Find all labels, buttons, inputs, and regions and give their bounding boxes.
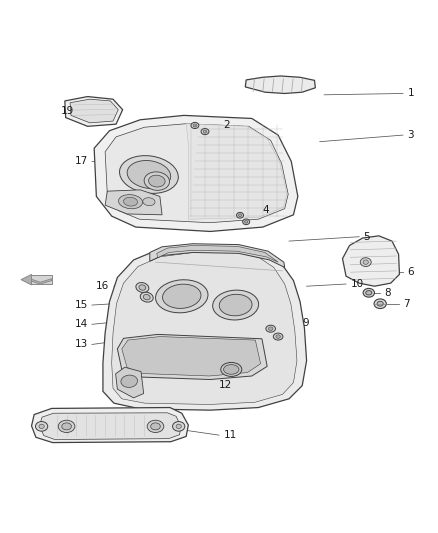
- Polygon shape: [116, 367, 144, 398]
- Ellipse shape: [276, 335, 280, 338]
- Text: 16: 16: [96, 281, 110, 291]
- Ellipse shape: [193, 124, 197, 127]
- Ellipse shape: [39, 424, 44, 429]
- Polygon shape: [32, 408, 188, 442]
- Polygon shape: [21, 274, 32, 285]
- Text: 6: 6: [407, 266, 414, 277]
- Polygon shape: [30, 275, 52, 284]
- Polygon shape: [103, 246, 307, 410]
- Ellipse shape: [237, 213, 244, 218]
- Ellipse shape: [243, 219, 250, 225]
- Ellipse shape: [377, 301, 383, 306]
- Ellipse shape: [363, 260, 368, 264]
- Ellipse shape: [144, 172, 170, 190]
- Polygon shape: [245, 76, 315, 93]
- Ellipse shape: [155, 280, 208, 313]
- Ellipse shape: [374, 299, 386, 309]
- Ellipse shape: [191, 123, 199, 128]
- Ellipse shape: [124, 197, 138, 206]
- Polygon shape: [30, 279, 52, 284]
- Text: 7: 7: [403, 298, 410, 309]
- Polygon shape: [105, 190, 162, 215]
- Polygon shape: [112, 253, 297, 405]
- Text: 5: 5: [364, 232, 370, 242]
- Text: 8: 8: [385, 288, 391, 298]
- Ellipse shape: [360, 258, 371, 266]
- Text: 13: 13: [74, 340, 88, 350]
- Ellipse shape: [176, 424, 181, 429]
- Ellipse shape: [119, 195, 142, 209]
- Ellipse shape: [221, 362, 242, 376]
- Polygon shape: [94, 115, 298, 231]
- Text: 17: 17: [74, 156, 88, 166]
- Text: 1: 1: [407, 88, 414, 99]
- Ellipse shape: [35, 422, 48, 431]
- Ellipse shape: [151, 423, 160, 430]
- Text: 12: 12: [219, 379, 232, 390]
- Ellipse shape: [201, 128, 209, 135]
- Polygon shape: [105, 124, 288, 223]
- Ellipse shape: [162, 284, 201, 309]
- Text: 4: 4: [263, 205, 269, 215]
- Ellipse shape: [219, 294, 252, 316]
- Ellipse shape: [213, 290, 258, 320]
- Text: 3: 3: [407, 130, 414, 140]
- Text: 15: 15: [74, 300, 88, 310]
- Ellipse shape: [140, 292, 153, 302]
- Polygon shape: [157, 246, 278, 262]
- Text: 11: 11: [223, 430, 237, 440]
- Ellipse shape: [147, 420, 164, 432]
- Text: 14: 14: [74, 319, 88, 329]
- Ellipse shape: [121, 375, 138, 387]
- Text: 10: 10: [350, 279, 364, 289]
- Ellipse shape: [366, 290, 372, 295]
- Ellipse shape: [245, 221, 248, 223]
- Polygon shape: [122, 336, 261, 376]
- Polygon shape: [117, 334, 267, 379]
- Text: 9: 9: [302, 318, 309, 328]
- Ellipse shape: [239, 214, 242, 216]
- Ellipse shape: [143, 294, 150, 300]
- Ellipse shape: [62, 423, 71, 430]
- Ellipse shape: [58, 420, 75, 432]
- Text: 19: 19: [60, 106, 74, 116]
- Ellipse shape: [266, 325, 276, 332]
- Polygon shape: [65, 96, 123, 126]
- Ellipse shape: [127, 160, 171, 189]
- Polygon shape: [186, 124, 287, 219]
- Ellipse shape: [139, 285, 146, 290]
- Ellipse shape: [273, 333, 283, 340]
- Ellipse shape: [203, 130, 207, 133]
- Polygon shape: [70, 99, 118, 123]
- Ellipse shape: [148, 175, 165, 187]
- Text: 2: 2: [223, 120, 230, 130]
- Polygon shape: [150, 244, 285, 268]
- Ellipse shape: [136, 282, 149, 293]
- Ellipse shape: [363, 288, 374, 297]
- Ellipse shape: [120, 156, 178, 193]
- Ellipse shape: [143, 198, 155, 206]
- Ellipse shape: [268, 327, 273, 330]
- Polygon shape: [39, 413, 181, 440]
- Polygon shape: [343, 236, 399, 286]
- Ellipse shape: [173, 422, 185, 431]
- Ellipse shape: [224, 365, 239, 374]
